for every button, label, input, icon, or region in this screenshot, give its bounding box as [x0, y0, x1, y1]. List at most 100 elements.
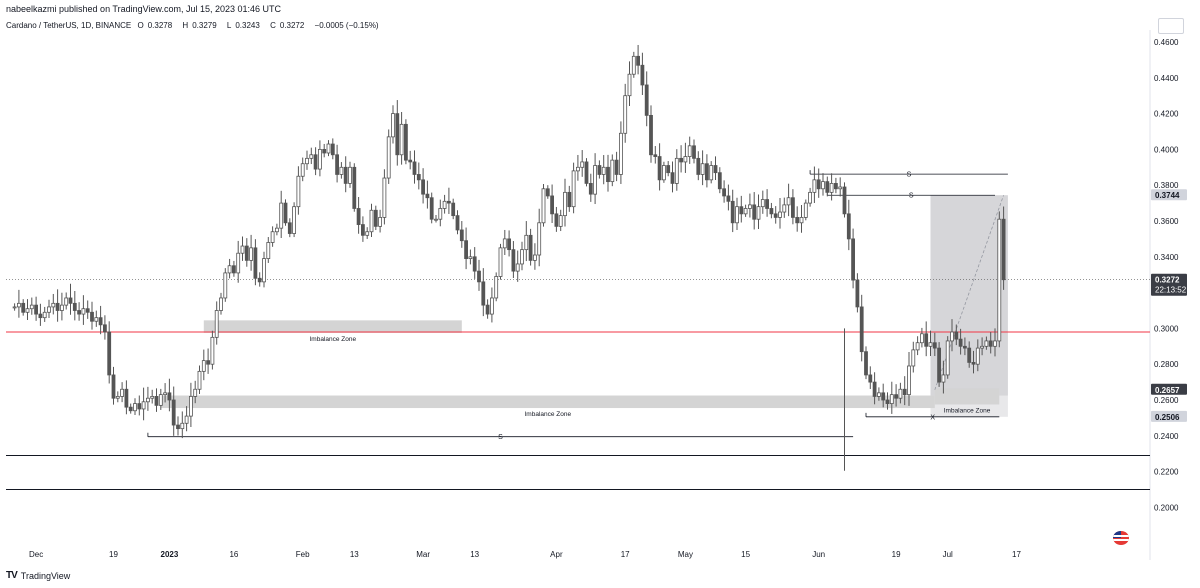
candle-body: [528, 234, 533, 261]
candle-body: [597, 165, 602, 175]
candle-body: [335, 154, 340, 175]
candle-body: [145, 397, 150, 403]
candle-body: [735, 206, 739, 224]
candle-body: [576, 166, 580, 172]
ohlc-high: H 0.3279: [182, 21, 220, 30]
candle-body: [240, 245, 245, 254]
candle-body: [438, 208, 443, 220]
ohlc-close: C 0.3272: [270, 21, 308, 30]
candle-body: [924, 333, 929, 347]
candle-body: [769, 208, 774, 215]
price-label-text: 0.3272: [1155, 276, 1180, 285]
price-label-text: 0.2506: [1155, 413, 1180, 422]
candle-body: [55, 302, 60, 311]
ohlc-low: L 0.3243: [227, 21, 264, 30]
candle-body: [859, 306, 864, 353]
candle-body: [945, 340, 950, 376]
chart-settings-button[interactable]: [1158, 18, 1184, 34]
candle-body: [928, 342, 933, 347]
candle-body: [515, 263, 520, 272]
candle-body: [683, 156, 688, 163]
close-value: 0.3272: [279, 21, 305, 30]
candle-body: [640, 64, 645, 86]
candle-body: [219, 297, 223, 311]
candle-body: [636, 55, 640, 66]
imbalance-zone: [160, 395, 935, 409]
candle-body: [915, 342, 920, 351]
candle-body: [236, 252, 241, 274]
candle-body: [653, 154, 658, 157]
candle-body: [902, 388, 907, 396]
x-tick-label: 13: [470, 550, 479, 559]
us-flag-icon: [1113, 531, 1129, 545]
candle-body: [468, 256, 473, 259]
candle-body: [889, 394, 894, 404]
symbol-info-line: Cardano / TetherUS, 1D, BINANCE O 0.3278 …: [6, 21, 383, 30]
candle-body: [791, 197, 795, 218]
candle-body: [674, 157, 679, 184]
candle-body: [821, 181, 825, 190]
candle-body: [911, 349, 916, 367]
candle-body: [77, 310, 81, 315]
candle-body: [937, 347, 941, 383]
open-label: O: [137, 21, 144, 30]
x-tick-label: 19: [892, 550, 901, 559]
candle-body: [378, 217, 383, 227]
candle-body: [971, 362, 976, 365]
candle-body: [360, 224, 365, 236]
candle-body: [898, 388, 903, 399]
candle-body: [481, 281, 486, 306]
candle-body: [877, 392, 881, 397]
candle-body: [692, 145, 696, 159]
candle-body: [958, 338, 963, 347]
price-label-box: [1151, 410, 1187, 422]
candle-body: [743, 208, 748, 215]
candle-body: [455, 215, 460, 231]
symbol-name[interactable]: Cardano / TetherUS, 1D, BINANCE: [6, 21, 132, 30]
level-label: S: [909, 193, 914, 200]
candle-body: [705, 163, 709, 181]
candle-body: [451, 202, 456, 217]
candle-body: [227, 265, 232, 274]
candle-body: [696, 157, 701, 175]
imbalance-zone: [934, 388, 1000, 405]
candle-body: [206, 360, 211, 365]
candle-body: [782, 204, 787, 213]
candle-body: [984, 340, 989, 347]
candle-body: [279, 202, 284, 229]
y-tick-label: 0.2400: [1154, 432, 1179, 441]
candle-body: [988, 340, 993, 347]
x-tick-label: Feb: [296, 550, 310, 559]
candle-body: [773, 213, 778, 218]
x-tick-label: Dec: [29, 550, 43, 559]
candle-body: [403, 123, 408, 161]
candle-body: [1001, 218, 1006, 281]
candle-body: [700, 163, 705, 175]
candle-body: [399, 123, 404, 156]
candle-body: [662, 165, 666, 181]
candle-body: [907, 365, 911, 396]
candle-body: [550, 195, 554, 215]
y-tick-label: 0.4000: [1154, 145, 1179, 154]
level-label: S: [907, 172, 912, 179]
candle-body: [485, 304, 490, 315]
candle-body: [537, 222, 542, 256]
candle-body: [330, 143, 335, 156]
y-tick-label: 0.2800: [1154, 360, 1179, 369]
candle-body: [610, 159, 615, 183]
candle-body: [103, 324, 107, 333]
footer-brand: TradingView: [20, 570, 71, 581]
candle-body: [274, 227, 279, 233]
candle-body: [47, 306, 51, 313]
candle-body: [868, 374, 873, 383]
imbalance-zone-label: Imbalance Zone: [309, 336, 356, 343]
candle-body: [111, 374, 116, 399]
candle-body: [446, 200, 451, 204]
x-tick-label: Jun: [812, 550, 825, 559]
candle-body: [717, 172, 722, 190]
candle-body: [713, 165, 718, 174]
candle-body: [963, 345, 967, 349]
candle-body: [223, 272, 228, 299]
price-label-box: [1151, 189, 1187, 201]
